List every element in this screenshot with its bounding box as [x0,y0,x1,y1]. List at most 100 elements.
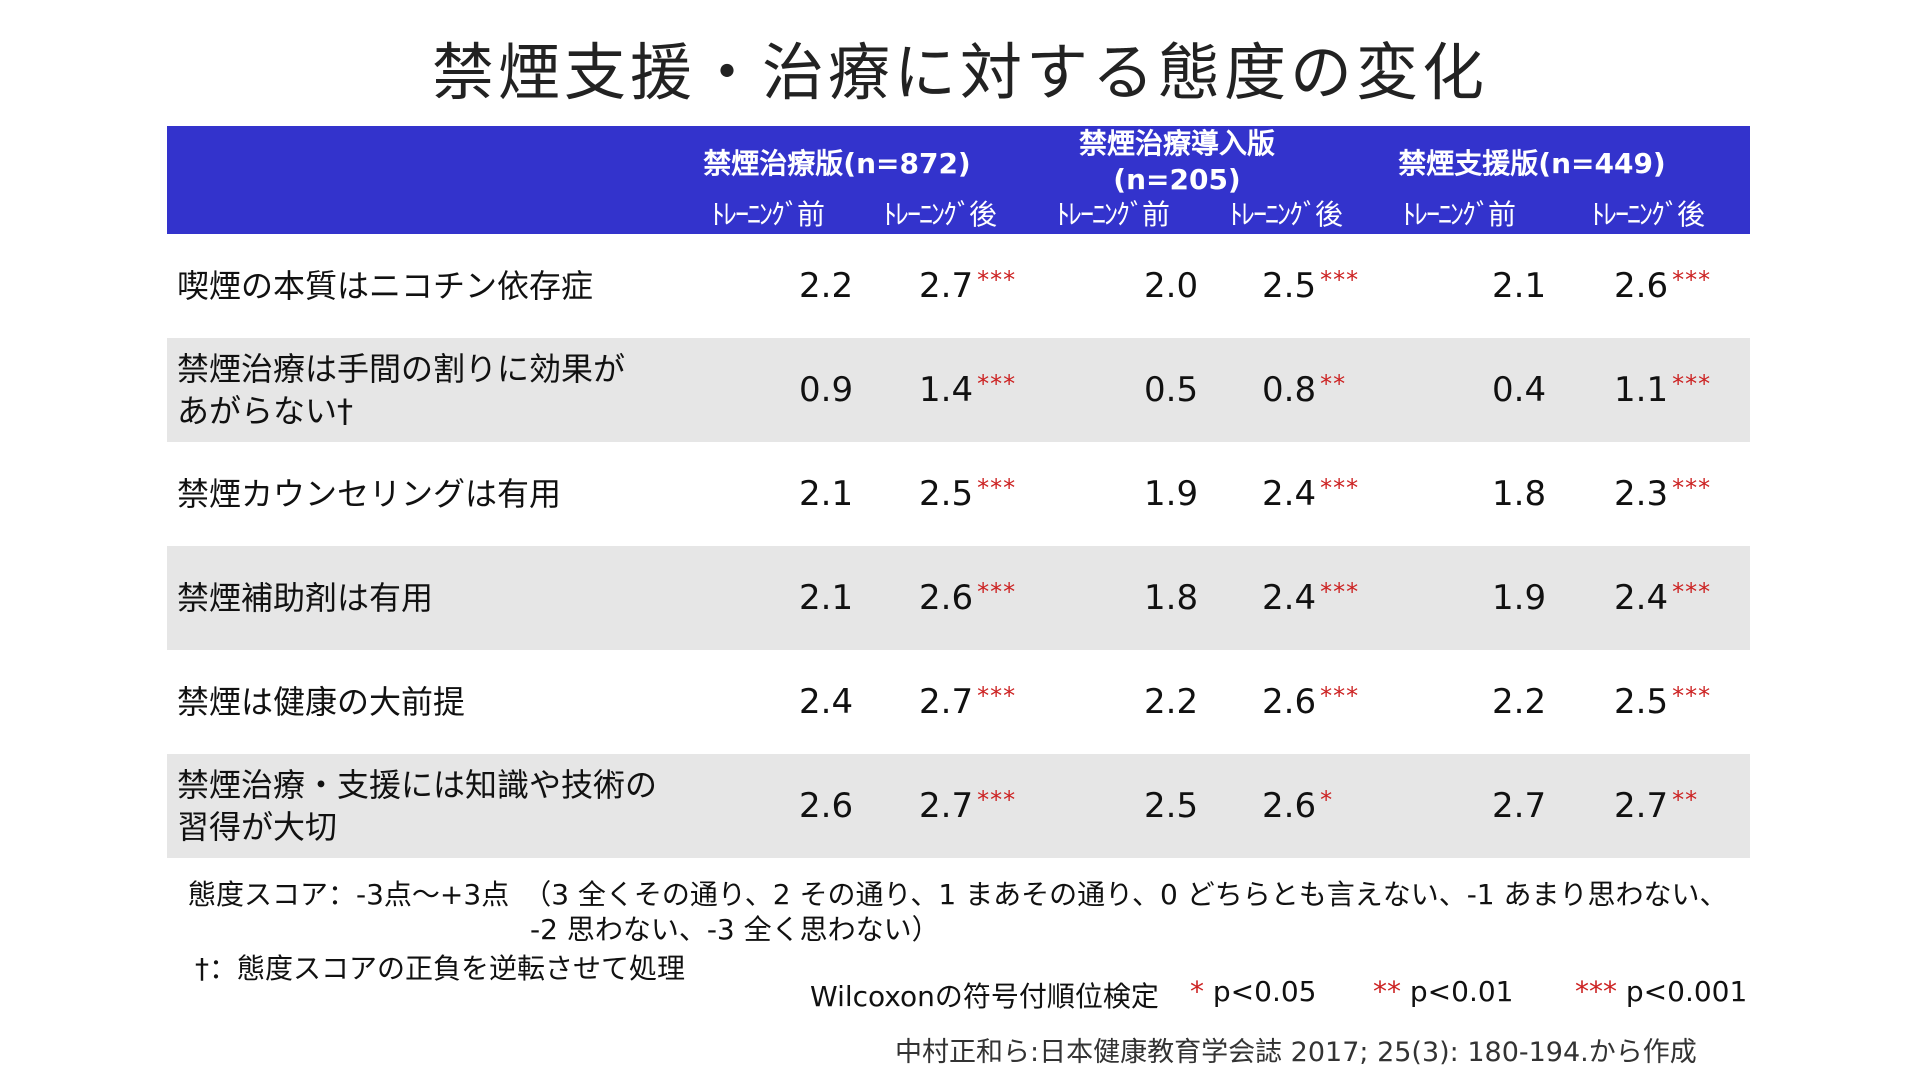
sub-header-before-1: ﾄﾚｰﾆﾝｸﾞ前 [710,198,825,231]
row-label: 禁煙は健康の大前提 [177,650,697,754]
significance-stars: * [1320,786,1334,814]
legend-star-3: *** [1575,975,1617,1008]
row-label-line1: 禁煙治療・支援には知識や技術の [177,766,658,804]
score-value: 2.5 [919,474,974,514]
significance-stars: *** [977,682,1017,710]
score-note-line1: 態度スコア：-3点～+3点 （3 全くその通り、2 その通り、1 まあその通り、… [188,878,1728,911]
sub-header-after-3: ﾄﾚｰﾆﾝｸﾞ後 [1590,198,1705,231]
score-cell: 2.2 [1492,650,1546,754]
table-row: 喫煙の本質はニコチン依存症 2.2 2.7 *** 2.0 2.5 *** 2.1 2.6 *** [167,234,1750,338]
score-cell: 0.4 [1492,338,1546,442]
score-cell: 2.7 ** [1614,754,1698,858]
score-cell: 1.4 *** [919,338,1016,442]
legend-p05: * p<0.05 [1190,975,1316,1008]
row-label: 禁煙治療・支援には知識や技術の 習得が大切 [177,754,697,858]
table-header: 禁煙治療版(n=872) 禁煙治療導入版 (n=205) 禁煙支援版(n=449… [167,126,1750,234]
score-value: 2.4 [1262,578,1317,618]
score-cell: 2.6 * [1262,754,1333,858]
significance-stars: *** [1320,682,1360,710]
table-body: 喫煙の本質はニコチン依存症 2.2 2.7 *** 2.0 2.5 *** 2.1 2.6 ***… [167,234,1750,858]
row-label-text: 禁煙補助剤は有用 [177,577,433,619]
score-value: 2.2 [1144,682,1199,722]
score-note-line2: -2 思わない、-3 全く思わない） [530,913,940,946]
group-header-support: 禁煙支援版(n=449) [1398,147,1666,180]
score-value: 2.7 [1492,786,1547,826]
score-value: 2.6 [1262,682,1317,722]
score-cell: 2.4 *** [1614,546,1711,650]
legend-p001: *** p<0.001 [1575,975,1747,1008]
group-header-intro-name: 禁煙治療導入版 [1078,127,1275,160]
group-header-treatment: 禁煙治療版(n=872) [703,147,971,180]
significance-stars: *** [977,786,1017,814]
significance-stars: *** [977,578,1017,606]
score-value: 2.2 [1492,682,1547,722]
score-value: 1.1 [1614,370,1669,410]
score-cell: 1.8 [1492,442,1546,546]
table-row: 禁煙補助剤は有用 2.1 2.6 *** 1.8 2.4 *** 1.9 2.4 *** [167,546,1750,650]
score-value: 2.4 [1262,474,1317,514]
score-cell: 0.8 ** [1262,338,1346,442]
row-label-line1: 禁煙は健康の大前提 [177,683,466,721]
score-cell: 2.4 [799,650,853,754]
legend-p001-text: p<0.001 [1617,975,1748,1008]
score-value: 2.6 [799,786,854,826]
row-label-line2: あがらない† [177,392,354,430]
score-cell: 2.2 [799,234,853,338]
significance-stars: *** [1672,266,1712,294]
significance-stars: *** [1672,370,1712,398]
legend-star-2: ** [1373,975,1401,1008]
page-title: 禁煙支援・治療に対する態度の変化 [431,36,1488,109]
score-value: 1.8 [1492,474,1547,514]
score-cell: 2.4 *** [1262,442,1359,546]
score-cell: 1.9 [1144,442,1198,546]
score-value: 2.6 [919,578,974,618]
score-value: 2.4 [1614,578,1669,618]
row-label-text: 禁煙は健康の大前提 [177,681,465,723]
score-value: 1.9 [1144,474,1199,514]
score-cell: 2.1 [1492,234,1546,338]
table-row: 禁煙治療・支援には知識や技術の 習得が大切 2.6 2.7 *** 2.5 2.6 * 2.7 2… [167,754,1750,858]
table-row: 禁煙カウンセリングは有用 2.1 2.5 *** 1.9 2.4 *** 1.8 2.3 *** [167,442,1750,546]
score-value: 0.8 [1262,370,1317,410]
significance-stars: *** [1672,578,1712,606]
sub-header-before-2: ﾄﾚｰﾆﾝｸﾞ前 [1055,198,1170,231]
significance-stars: *** [1320,474,1360,502]
score-value: 2.5 [1614,682,1669,722]
row-label-line2: 習得が大切 [177,808,338,846]
row-label: 禁煙治療は手間の割りに効果が あがらない† [177,338,697,442]
legend-star-1: * [1190,975,1204,1008]
dagger-note: †：態度スコアの正負を逆転させて処理 [195,952,686,985]
score-cell: 2.5 *** [1262,234,1359,338]
score-cell: 2.5 *** [1614,650,1711,754]
row-label: 禁煙補助剤は有用 [177,546,697,650]
significance-stars: *** [977,474,1017,502]
score-value: 2.7 [1614,786,1669,826]
score-cell: 2.0 [1144,234,1198,338]
table-row: 禁煙は健康の大前提 2.4 2.7 *** 2.2 2.6 *** 2.2 2.5 *** [167,650,1750,754]
significance-stars: *** [1320,578,1360,606]
row-label-line1: 禁煙治療は手間の割りに効果が [177,350,626,388]
significance-stars: ** [1320,370,1347,398]
score-cell: 2.5 [1144,754,1198,858]
sub-header-after-1: ﾄﾚｰﾆﾝｸﾞ後 [882,198,997,231]
citation: 中村正和ら:日本健康教育学会誌 2017; 25(3): 180-194.から作… [895,1037,1697,1068]
score-cell: 2.1 [799,546,853,650]
test-name: Wilcoxonの符号付順位検定 [810,980,1159,1013]
score-value: 2.2 [799,266,854,306]
row-label: 禁煙カウンセリングは有用 [177,442,697,546]
score-value: 2.3 [1614,474,1669,514]
score-cell: 0.9 [799,338,853,442]
score-cell: 1.1 *** [1614,338,1711,442]
score-value: 0.4 [1492,370,1547,410]
score-value: 2.7 [919,266,974,306]
score-cell: 2.3 *** [1614,442,1711,546]
legend-p05-text: p<0.05 [1204,975,1317,1008]
significance-stars: *** [1320,266,1360,294]
score-cell: 2.6 [799,754,853,858]
score-cell: 2.5 *** [919,442,1016,546]
sub-header-before-3: ﾄﾚｰﾆﾝｸﾞ前 [1401,198,1516,231]
row-label-text: 喫煙の本質はニコチン依存症 [177,265,593,307]
score-value: 2.6 [1262,786,1317,826]
row-label: 喫煙の本質はニコチン依存症 [177,234,697,338]
row-label-line1: 禁煙補助剤は有用 [177,579,434,617]
